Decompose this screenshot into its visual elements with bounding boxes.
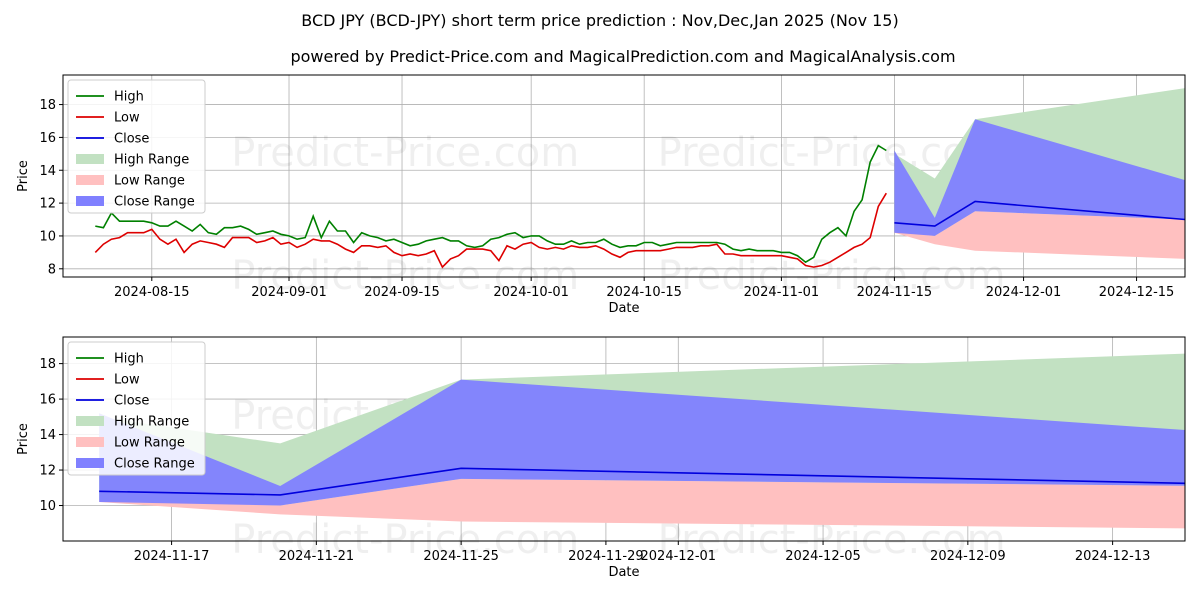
y-tick-label: 18	[39, 357, 56, 372]
y-tick-label: 16	[39, 131, 56, 146]
legend-label: High	[114, 352, 144, 367]
legend-label: Low	[114, 373, 140, 388]
legend-label: High Range	[114, 153, 189, 168]
close-range-band	[99, 379, 1185, 506]
low-series-line	[94, 192, 887, 269]
legend-label: Low	[114, 111, 140, 126]
y-axis-label: Price	[16, 423, 31, 455]
legend-label: Low Range	[114, 174, 185, 189]
close-forecast-line	[894, 200, 1185, 227]
legend-label: High	[114, 90, 144, 105]
close-forecast-line	[99, 467, 1185, 496]
legend-swatch	[76, 196, 104, 206]
x-axis-label: Date	[608, 301, 639, 316]
axes-frame	[62, 336, 1186, 542]
legend-label: Close	[114, 132, 149, 147]
legend: High Low Close High Range Low Range Close Ran…	[67, 341, 206, 476]
x-tick-label: 2024-09-15	[364, 285, 440, 300]
forecast-zoom-panel: Predict-Price.comPredict-Price.comPredic…	[16, 336, 1186, 580]
x-tick-label: 2024-11-17	[134, 549, 210, 564]
y-tick-label: 10	[39, 499, 56, 514]
y-tick-label: 12	[39, 464, 56, 479]
x-tick-label: 2024-11-25	[423, 549, 499, 564]
legend-swatch	[76, 175, 104, 185]
y-tick-label: 14	[39, 164, 56, 179]
legend-label: Low Range	[114, 436, 185, 451]
y-tick-label: 16	[39, 393, 56, 408]
legend-swatch	[76, 416, 104, 426]
y-tick-label: 12	[39, 197, 56, 212]
x-tick-label: 2024-11-29	[568, 549, 644, 564]
y-tick-label: 8	[48, 262, 56, 277]
x-tick-label: 2024-12-01	[641, 549, 717, 564]
watermark: Predict-Price.com	[231, 253, 579, 299]
x-tick-label: 2024-10-15	[606, 285, 682, 300]
x-tick-label: 2024-12-05	[785, 549, 861, 564]
x-axis-label: Date	[608, 565, 639, 580]
watermark: Predict-Price.com	[231, 130, 579, 176]
legend-label: Close Range	[114, 457, 195, 472]
watermark: Predict-Price.com	[231, 517, 579, 563]
x-tick-label: 2024-12-01	[986, 285, 1062, 300]
legend-label: Close	[114, 394, 149, 409]
plot-area	[99, 353, 1185, 529]
x-tick-label: 2024-08-15	[114, 285, 190, 300]
high-series-line	[95, 144, 887, 264]
low-range-band	[894, 211, 1185, 259]
x-tick-label: 2024-11-21	[279, 549, 355, 564]
history-forecast-panel: Predict-Price.com Predict-Price.com Predic…	[16, 74, 1186, 316]
watermark: Predict-Price.com	[658, 253, 1006, 299]
axes-frame	[62, 74, 1186, 278]
chart-subtitle: powered by Predict-Price.com and Magical…	[290, 47, 955, 66]
x-tick-label: 2024-10-01	[493, 285, 569, 300]
legend: High Low Close High Range Low Range Close Ran…	[67, 79, 206, 214]
low-range-band	[99, 478, 1185, 529]
legend-label: High Range	[114, 415, 189, 430]
legend-label: Close Range	[114, 195, 195, 210]
plot-area	[94, 88, 1185, 269]
x-tick-label: 2024-12-15	[1099, 285, 1175, 300]
x-tick-label: 2024-12-13	[1075, 549, 1151, 564]
y-tick-label: 18	[39, 98, 56, 113]
x-tick-label: 2024-09-01	[251, 285, 327, 300]
y-tick-label: 14	[39, 428, 56, 443]
legend-swatch	[76, 437, 104, 447]
x-tick-label: 2024-12-09	[930, 549, 1006, 564]
legend-swatch	[76, 154, 104, 164]
y-tick-label: 10	[39, 229, 56, 244]
x-tick-label: 2024-11-01	[744, 285, 820, 300]
x-tick-label: 2024-11-15	[857, 285, 933, 300]
chart-title: BCD JPY (BCD-JPY) short term price predi…	[301, 11, 898, 30]
legend-swatch	[76, 458, 104, 468]
y-axis-label: Price	[16, 160, 31, 192]
